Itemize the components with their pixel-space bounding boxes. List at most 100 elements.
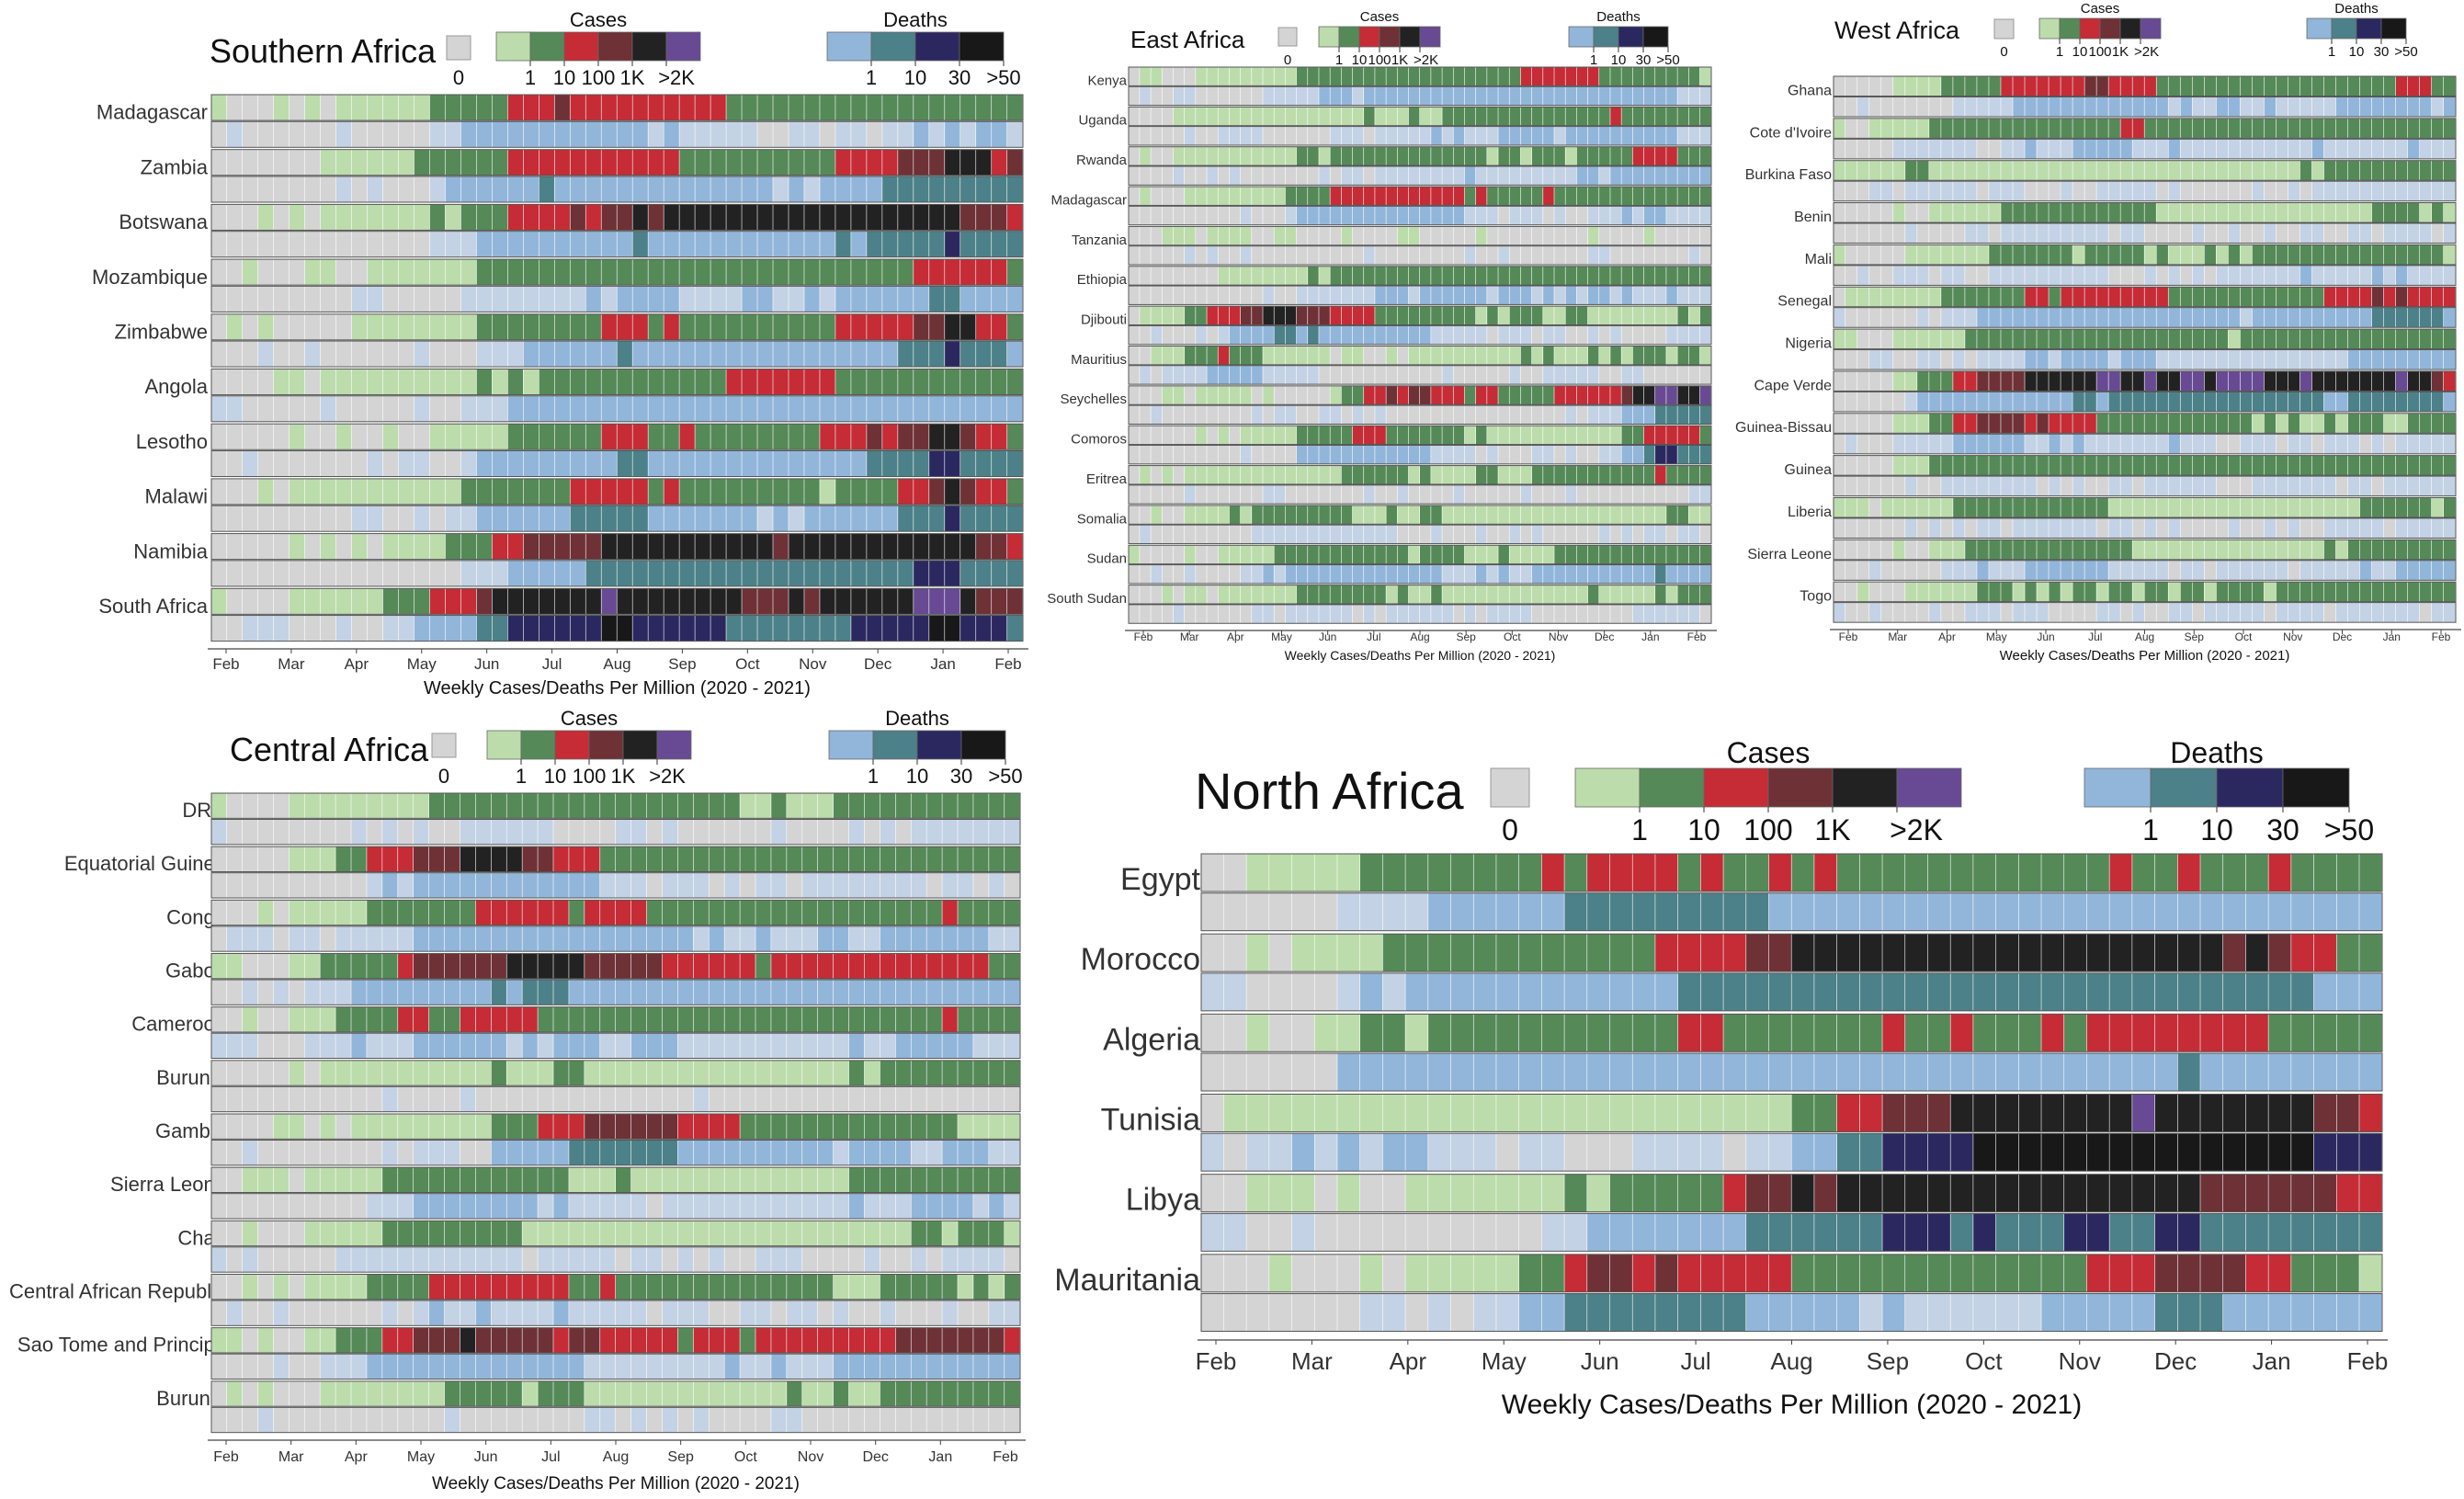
case-cell [398, 846, 414, 872]
case-cell [1543, 187, 1554, 206]
case-cell [646, 953, 663, 979]
death-cell [539, 121, 554, 148]
case-cell [335, 1006, 351, 1033]
death-cell [989, 1033, 1005, 1059]
case-cell [2037, 455, 2049, 476]
case-cell [2431, 287, 2444, 307]
death-cell [898, 231, 914, 257]
case-cell [1397, 226, 1409, 245]
case-cell [351, 900, 367, 926]
death-cell [539, 505, 554, 532]
death-cell [335, 505, 352, 532]
death-cell [1285, 86, 1297, 106]
case-cell [539, 424, 554, 450]
death-cell [1941, 349, 1953, 370]
case-cell [976, 204, 992, 231]
case-cell [789, 369, 804, 395]
case-cell [695, 95, 710, 121]
death-cell [1905, 181, 1917, 201]
death-cell [1881, 476, 1893, 496]
death-cell [429, 121, 446, 148]
case-cell [1229, 266, 1241, 286]
case-cell [895, 900, 911, 926]
death-cell [1319, 445, 1330, 464]
case-cell [1699, 266, 1711, 286]
case-cell [911, 1114, 926, 1140]
case-cell [2025, 160, 2037, 181]
death-cell [460, 286, 477, 312]
case-cell [709, 900, 724, 926]
death-cell [428, 819, 445, 845]
case-cell [1184, 226, 1196, 245]
death-cell [2037, 392, 2049, 412]
death-cell [1453, 365, 1465, 385]
death-cell [1129, 245, 1140, 266]
case-cell [1905, 202, 1917, 223]
case-cell [2120, 76, 2132, 97]
death-cell [2192, 517, 2204, 539]
death-cell [2025, 97, 2037, 118]
case-cell [335, 793, 351, 819]
death-cell [1207, 165, 1218, 186]
case-cell [2407, 582, 2420, 602]
case-cell [2132, 160, 2144, 181]
case-cell [367, 1114, 382, 1140]
case-cell [742, 313, 757, 340]
case-cell [1520, 505, 1532, 525]
legend-case-swatch [1318, 26, 1340, 48]
death-cell [2156, 181, 2168, 201]
death-cell [1929, 560, 1941, 581]
death-cell [2395, 434, 2408, 454]
case-cell [2216, 76, 2229, 97]
death-cell [945, 395, 960, 422]
death-cell [1308, 484, 1319, 505]
death-cell [882, 286, 898, 312]
death-cell [2132, 349, 2144, 370]
death-row-frame [1128, 484, 1712, 505]
case-cell [2443, 497, 2456, 518]
death-cell [1007, 121, 1023, 148]
case-cell [960, 478, 976, 505]
case-cell [2216, 455, 2229, 476]
case-cell [1929, 202, 1941, 223]
death-cell [367, 286, 383, 312]
case-cell [1173, 266, 1185, 286]
death-cell [2383, 517, 2396, 539]
death-cell [1565, 325, 1577, 345]
case-cell [914, 533, 929, 560]
death-cell [2084, 349, 2096, 370]
death-cell [1375, 604, 1386, 624]
death-cell [2216, 97, 2229, 118]
death-cell [662, 980, 678, 1005]
case-cell [491, 900, 506, 926]
case-cell [664, 424, 679, 450]
death-cell [1207, 286, 1218, 305]
death-cell [1005, 1033, 1020, 1059]
case-cell [1610, 385, 1621, 405]
case-cell [1420, 266, 1431, 286]
death-cell [1487, 245, 1498, 266]
case-cell [1184, 146, 1196, 166]
case-cell [569, 953, 585, 979]
death-cell [2156, 517, 2168, 539]
country-label: Zimbabwe [115, 320, 208, 343]
x-tick-label: Aug [1410, 630, 1429, 643]
death-cell [2276, 434, 2288, 454]
death-cell [1285, 165, 1297, 186]
case-cell [679, 313, 695, 340]
case-cell [304, 953, 320, 979]
death-cell [2311, 223, 2324, 244]
case-cell [820, 149, 835, 176]
death-cell [1498, 365, 1509, 385]
case-cell [289, 1006, 304, 1033]
case-row-frame [1833, 370, 2457, 392]
case-cell [851, 204, 867, 231]
death-cell [1917, 602, 1929, 623]
death-cell [1554, 126, 1565, 145]
death-cell [2240, 97, 2253, 118]
case-cell [1319, 107, 1330, 126]
case-cell [2443, 455, 2456, 476]
case-cell [1252, 346, 1263, 365]
case-cell [460, 95, 477, 121]
death-cell [835, 450, 851, 477]
